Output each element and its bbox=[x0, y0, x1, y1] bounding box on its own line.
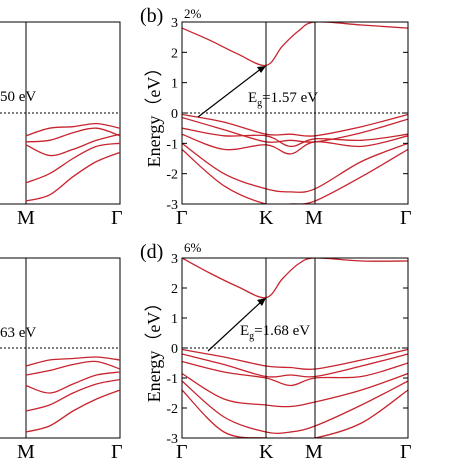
band-line-3 bbox=[182, 353, 408, 378]
band-line-6 bbox=[182, 380, 408, 435]
band-line-7 bbox=[182, 389, 408, 438]
ytick-label: 2 bbox=[171, 282, 178, 297]
band-line-2 bbox=[25, 127, 120, 143]
band-line-3 bbox=[25, 133, 120, 157]
panel-d-xtick-gamma-1: Γ bbox=[176, 441, 188, 463]
band-line-1 bbox=[182, 258, 408, 299]
panel-b-gap-label: Eg=1.57 eV bbox=[248, 90, 318, 109]
panel-d-gap-e: E bbox=[240, 323, 249, 339]
band-line-4 bbox=[25, 378, 120, 412]
ytick-label: -3 bbox=[166, 198, 178, 213]
panel-c-frame bbox=[0, 257, 121, 439]
band-line-5 bbox=[182, 372, 408, 408]
panel-d-ylabel: Energy（eV） bbox=[144, 294, 164, 403]
panel-b-label: (b) bbox=[140, 5, 163, 27]
panel-c-xtick-gamma: Γ bbox=[111, 441, 123, 463]
ytick-label: 2 bbox=[171, 46, 178, 61]
ytick-label: -2 bbox=[166, 168, 178, 183]
band-line-6 bbox=[182, 142, 408, 193]
ytick-label: 3 bbox=[171, 252, 178, 267]
panel-d-xtick-gamma-2: Γ bbox=[400, 441, 412, 463]
panel-b-xtick-gamma-1: Γ bbox=[176, 207, 188, 229]
panel-b-gap-arrowhead bbox=[257, 66, 266, 73]
band-line-1 bbox=[25, 356, 120, 367]
panel-b-ytick-labels: 3 2 1 0 -1 -2 -3 bbox=[166, 16, 178, 213]
panel-a-xtick-m: M bbox=[17, 207, 35, 229]
panel-d-yticks bbox=[182, 257, 408, 439]
panel-c-xtick-m: M bbox=[17, 441, 35, 463]
band-line-4 bbox=[182, 127, 408, 148]
panel-d-xtick-m: M bbox=[305, 441, 323, 463]
ytick-label: -3 bbox=[166, 432, 178, 447]
band-line-5 bbox=[182, 133, 408, 155]
panel-b-ylabel: Energy（eV） bbox=[144, 59, 164, 168]
panel-c: 63 eV M Γ bbox=[0, 257, 123, 463]
ytick-label: -1 bbox=[166, 372, 178, 387]
panel-a-gap-label: 50 eV bbox=[0, 89, 36, 105]
ytick-label: -2 bbox=[166, 402, 178, 417]
band-line-2 bbox=[25, 360, 120, 376]
panel-d-gap-label: Eg=1.68 eV bbox=[240, 323, 310, 342]
panel-a-xtick-gamma: Γ bbox=[111, 207, 123, 229]
panel-d-label: (d) bbox=[140, 241, 163, 263]
panel-b-gap-e: E bbox=[248, 90, 257, 106]
panel-d-strain: 6% bbox=[184, 240, 202, 255]
panel-b-bands bbox=[182, 22, 408, 204]
ytick-label: 0 bbox=[171, 107, 178, 122]
band-line-2 bbox=[182, 113, 408, 137]
band-line-4 bbox=[25, 142, 120, 184]
band-line-1 bbox=[25, 122, 120, 137]
panel-d-ytick-labels: 3 2 1 0 -1 -2 -3 bbox=[166, 252, 178, 447]
panel-d-gap-sub: g bbox=[249, 331, 254, 342]
band-line-5 bbox=[25, 151, 120, 202]
ytick-label: 1 bbox=[171, 312, 178, 327]
panel-b-yticks bbox=[182, 21, 408, 205]
panel-b-strain: 2% bbox=[184, 6, 202, 21]
band-line-5 bbox=[25, 389, 120, 433]
band-line-3 bbox=[182, 116, 408, 143]
panel-b-gap-value: =1.57 eV bbox=[262, 90, 318, 106]
panel-b-xtick-gamma-2: Γ bbox=[400, 207, 412, 229]
band-line-7 bbox=[182, 148, 408, 204]
panel-d-gap-arrowhead bbox=[257, 298, 266, 306]
panel-a-frame bbox=[0, 21, 121, 205]
panel-d-xtick-k: K bbox=[259, 441, 274, 463]
ytick-label: -1 bbox=[166, 137, 178, 152]
panel-d-gap-value: =1.68 eV bbox=[254, 323, 310, 339]
panel-c-bands bbox=[25, 356, 120, 433]
panel-b-gap-arrow bbox=[197, 67, 263, 118]
band-line-1 bbox=[182, 22, 408, 67]
ytick-label: 0 bbox=[171, 342, 178, 357]
band-line-3 bbox=[25, 371, 120, 394]
panel-b-xtick-k: K bbox=[259, 207, 274, 229]
ytick-label: 1 bbox=[171, 77, 178, 92]
ytick-label: 3 bbox=[171, 16, 178, 31]
panel-d-gap-arrow bbox=[207, 300, 263, 352]
panel-b-xtick-m: M bbox=[305, 207, 323, 229]
panel-d-bands bbox=[182, 258, 408, 438]
band-line-4 bbox=[182, 360, 408, 387]
panel-c-gap-label: 63 eV bbox=[0, 325, 36, 341]
panel-b-gap-sub: g bbox=[257, 98, 262, 109]
panel-a-bands bbox=[25, 122, 120, 202]
band-line-2 bbox=[182, 348, 408, 371]
panel-a: 50 eV M Γ bbox=[0, 21, 123, 229]
